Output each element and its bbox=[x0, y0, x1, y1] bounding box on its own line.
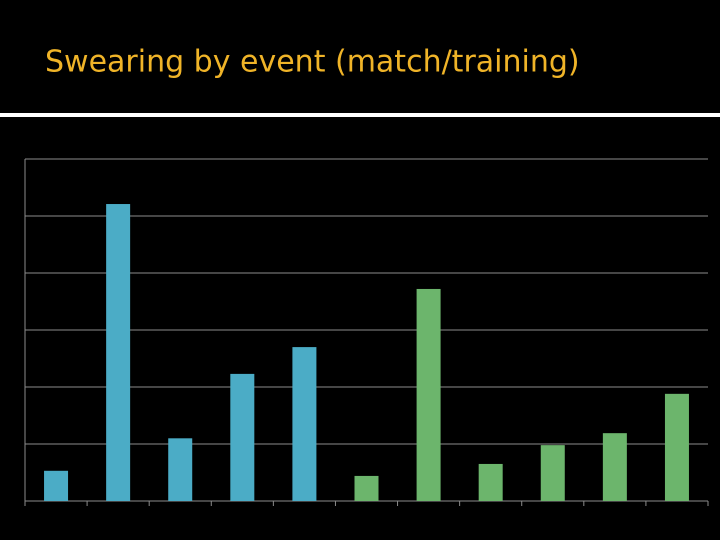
bar bbox=[168, 438, 193, 501]
bar bbox=[540, 445, 565, 501]
bar bbox=[478, 463, 503, 501]
bar bbox=[354, 475, 379, 501]
bar bbox=[106, 204, 131, 501]
bar bbox=[292, 347, 317, 501]
bar bbox=[44, 470, 69, 501]
bar bbox=[230, 373, 255, 501]
title-rule bbox=[0, 113, 720, 117]
bar bbox=[416, 288, 441, 501]
bar bbox=[602, 433, 627, 501]
slide-title: Swearing by event (match/training) bbox=[45, 45, 580, 80]
bar bbox=[664, 393, 689, 501]
